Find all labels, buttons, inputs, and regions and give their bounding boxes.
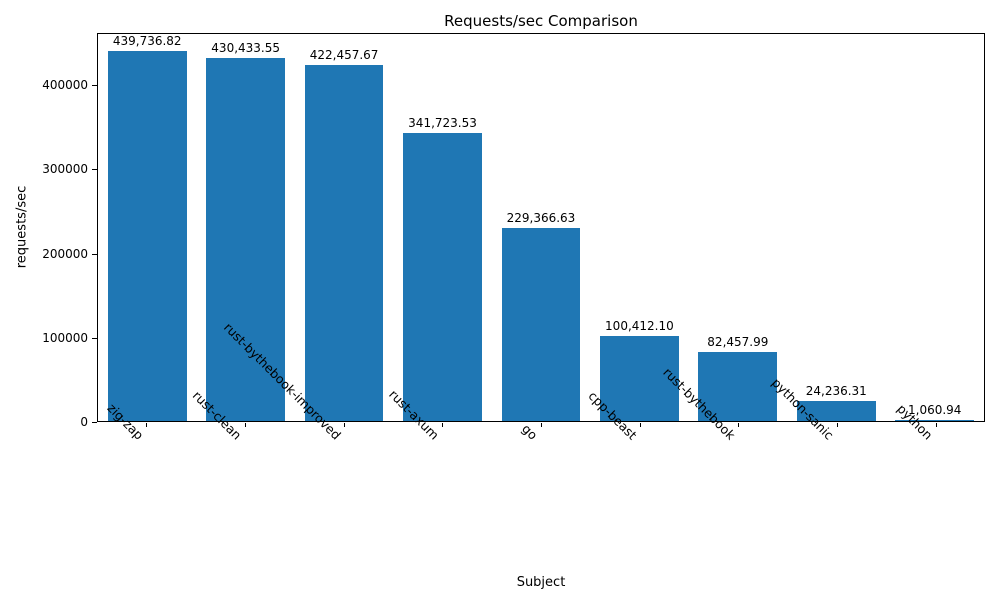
bars-container: 439,736.82 430,433.55 422,457.67 341,723.53… bbox=[98, 34, 984, 421]
bar bbox=[895, 420, 975, 421]
y-tick-label: 0 bbox=[80, 415, 88, 429]
bar-slot: 422,457.67 bbox=[295, 34, 393, 421]
bar-value-label: 430,433.55 bbox=[211, 41, 281, 56]
bar bbox=[206, 58, 286, 421]
bar-value-label: 422,457.67 bbox=[309, 48, 379, 63]
y-tick-label: 300000 bbox=[42, 162, 88, 177]
bar bbox=[698, 351, 778, 421]
bar-slot: 229,366.63 bbox=[492, 34, 590, 421]
x-tick-mark bbox=[245, 423, 246, 427]
x-tick-mark bbox=[343, 423, 345, 427]
x-tick-mark bbox=[639, 423, 641, 427]
bar-slot: 82,457.99 bbox=[689, 34, 787, 421]
bar bbox=[501, 227, 581, 421]
x-tick-mark bbox=[146, 423, 148, 427]
bar-slot: 341,723.53 bbox=[393, 34, 491, 421]
bar-value-label: 82,457.99 bbox=[707, 334, 769, 349]
bar-slot: 24,236.31 bbox=[787, 34, 885, 421]
bar-slot: 1,060.94 bbox=[886, 34, 984, 421]
bar bbox=[796, 400, 876, 421]
x-tick-label: go bbox=[519, 420, 541, 443]
bar-slot: 430,433.55 bbox=[196, 34, 294, 421]
x-tick-mark bbox=[541, 423, 542, 427]
x-axis-title: Subject bbox=[516, 575, 566, 590]
bar-value-label: 341,723.53 bbox=[408, 116, 477, 131]
y-tick-label: 400000 bbox=[42, 78, 88, 92]
bar-slot: 100,412.10 bbox=[590, 34, 688, 421]
bar bbox=[403, 133, 482, 421]
plot-area: 439,736.82 430,433.55 422,457.67 341,723.53… bbox=[97, 33, 985, 422]
bar-value-label: 24,236.31 bbox=[805, 383, 867, 398]
x-axis-tick-labels: zig-zap rust-clean rust-bythebook-improved… bbox=[97, 320, 985, 570]
y-tick-label: 100000 bbox=[42, 330, 88, 345]
chart-title: Requests/sec Comparison bbox=[444, 12, 638, 30]
bar-value-label: 100,412.10 bbox=[605, 319, 674, 334]
x-tick-mark bbox=[738, 423, 740, 427]
bar bbox=[107, 51, 187, 421]
bar bbox=[304, 65, 384, 421]
bar-value-label: 439,736.82 bbox=[112, 34, 182, 48]
y-tick-label: 200000 bbox=[42, 246, 88, 261]
y-tick-mark bbox=[92, 422, 97, 423]
bar bbox=[600, 336, 679, 421]
x-tick-mark bbox=[935, 423, 937, 427]
x-tick-mark bbox=[837, 423, 838, 427]
bar-slot: 439,736.82 bbox=[98, 34, 196, 421]
bar-value-label: 1,060.94 bbox=[908, 403, 962, 418]
bar-value-label: 229,366.63 bbox=[506, 210, 576, 225]
y-axis-tick-labels: 0 100000 200000 300000 400000 bbox=[0, 33, 88, 429]
x-tick-mark bbox=[442, 423, 444, 427]
